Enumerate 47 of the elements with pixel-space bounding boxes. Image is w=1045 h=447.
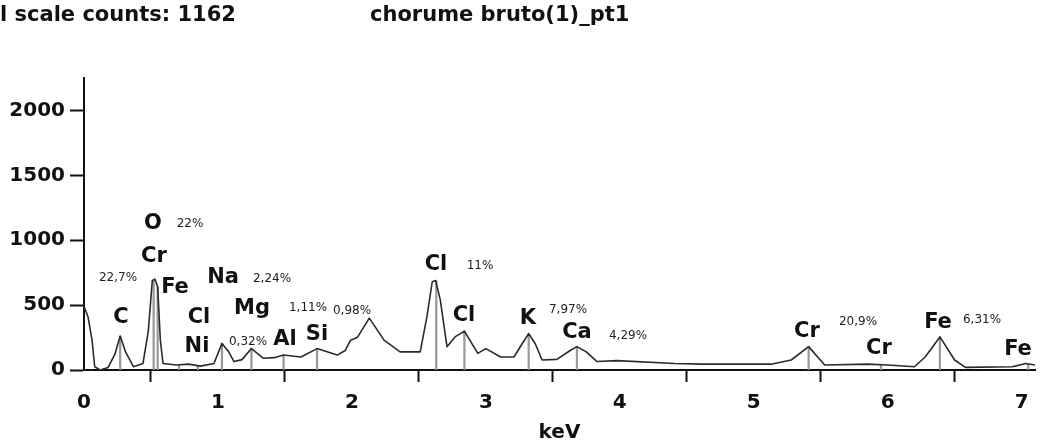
annotation: Cl [187,304,211,329]
x-tick-label: 6 [880,389,895,414]
y-tick-label: 1500 [9,161,65,186]
x-tick-label: 5 [746,389,761,414]
annotation: O [144,210,162,235]
annotation: Fe [924,309,952,334]
annotation: 6,31% [962,312,1002,327]
annotation: Fe [161,274,189,299]
annotation: 7,97% [548,302,588,317]
x-tick-label: 3 [478,389,493,414]
annotation: Cl [452,302,476,327]
annotation: 11% [466,258,494,273]
annotation: Cr [141,243,168,268]
x-tick-label: 0 [77,389,91,414]
annotation: 0,98% [332,303,372,318]
annotation: Cr [866,335,893,360]
bar [282,354,285,370]
chart-title: chorume bruto(1)_pt1 [370,2,630,28]
annotation: 22% [176,216,204,231]
bar [463,330,466,370]
x-tick-label: 2 [344,389,359,414]
text: l scale counts: 1162 [0,2,237,28]
annotation: Cr [794,318,821,343]
annotation: Mg [234,295,270,320]
x-tick-label: 7 [1014,389,1029,414]
annotation: Cl [424,251,448,276]
y-tick-label: 0 [51,356,65,381]
x-axis-title: keV [538,419,581,444]
y-tick-label: 1000 [9,226,65,251]
annotation: Ca [562,319,592,344]
annotation: K [519,305,537,330]
annotation: 1,11% [288,300,328,315]
annotation: 4,29% [608,328,648,343]
annotation: Si [305,321,329,346]
y-tick-label: 2000 [9,96,65,121]
annotation: 22,7% [98,270,138,285]
annotation: 20,9% [838,314,878,329]
annotation: 2,24% [252,271,292,286]
annotation: Al [273,326,297,351]
annotation: C [113,304,129,329]
annotation: 0,32% [228,334,268,349]
x-tick-label: 1 [210,389,225,414]
annotation: Na [207,264,239,289]
y-tick-label: 500 [23,291,65,316]
annotation: Ni [184,333,210,358]
x-tick-label: 4 [612,389,627,414]
annotation: Fe [1004,336,1032,361]
